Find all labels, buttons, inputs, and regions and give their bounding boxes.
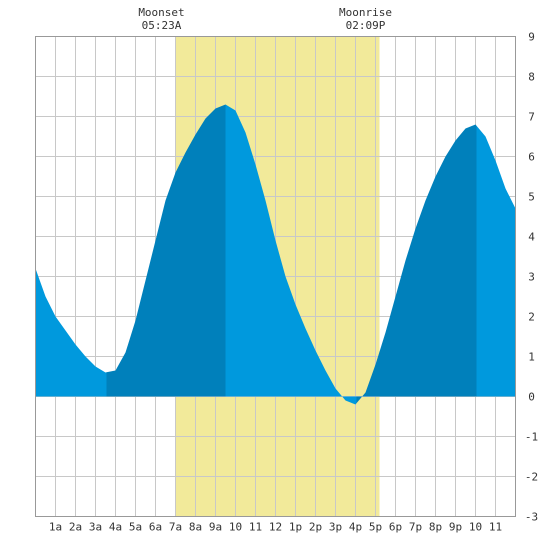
moon-event-time: 02:09P [346,19,386,32]
x-tick-label: 8a [189,521,202,534]
x-tick-label: 8p [429,521,442,534]
x-tick-label: 12 [269,521,282,534]
tide-area-falling [476,125,516,397]
y-tick-label: 0 [528,391,535,404]
y-axis-tick-labels: -3 -2 -1 0 1 2 3 4 5 6 7 8 9 [525,31,538,524]
y-tick-label: 1 [528,351,535,364]
y-tick-label: -1 [525,431,538,444]
x-tick-label: 1a [49,521,62,534]
x-tick-label: 5p [369,521,382,534]
x-tick-label: 11 [489,521,502,534]
x-tick-label: 7a [169,521,182,534]
y-tick-label: 6 [528,151,535,164]
x-tick-label: 4p [349,521,362,534]
moon-event-label: Moonset [138,6,184,19]
x-tick-label: 2a [69,521,82,534]
tide-area-rising [356,124,477,404]
x-tick-label: 10 [229,521,242,534]
y-tick-label: 5 [528,191,535,204]
x-tick-label: 9p [449,521,462,534]
x-tick-label: 10 [469,521,482,534]
x-tick-label: 11 [249,521,262,534]
x-tick-label: 4a [109,521,122,534]
y-tick-label: -3 [525,511,538,524]
moon-event-time: 05:23A [142,19,182,32]
tide-area-falling [35,268,107,397]
x-axis-tick-labels: 1a 2a 3a 4a 5a 6a 7a 8a 9a 10 11 12 1p 2p 3p 4p 5p 6p 7p 8p… [49,521,502,534]
moon-event-label: Moonrise [339,6,392,19]
tide-area-rising [106,104,226,397]
y-tick-label: 2 [528,311,535,324]
x-tick-label: 3p [329,521,342,534]
y-tick-label: 7 [528,111,535,124]
y-tick-label: 8 [528,71,535,84]
y-tick-label: 4 [528,231,535,244]
tide-area-falling [225,104,357,405]
x-tick-label: 1p [289,521,302,534]
plot-frame [35,36,516,517]
x-tick-label: 6a [149,521,162,534]
y-tick-label: 9 [528,31,535,44]
x-tick-label: 6p [389,521,402,534]
tide-areas [35,104,516,405]
x-tick-label: 5a [129,521,142,534]
y-tick-label: 3 [528,271,535,284]
x-tick-label: 2p [309,521,322,534]
y-tick-label: -2 [525,471,538,484]
x-tick-label: 9a [209,521,222,534]
x-tick-label: 7p [409,521,422,534]
x-tick-label: 3a [89,521,102,534]
